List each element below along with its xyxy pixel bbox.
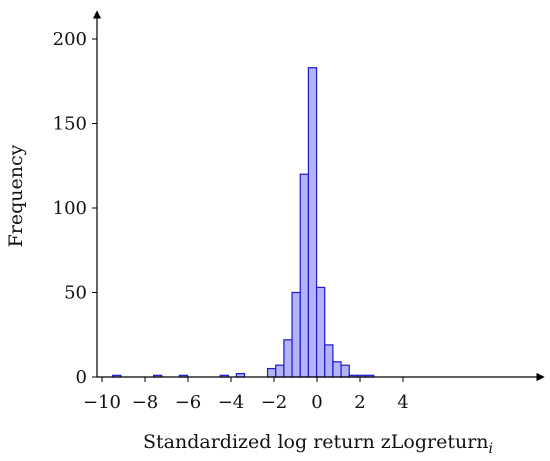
ticks-layer: −10 −8 −6 −4 −2 0 2 4 0 50 100 150 200 bbox=[53, 29, 409, 413]
x-axis-label-main: Standardized log return zLogreturn bbox=[143, 431, 489, 453]
histogram-bar bbox=[266, 367, 277, 378]
histogram-bar bbox=[275, 364, 285, 378]
y-tick-label: 100 bbox=[53, 198, 87, 219]
y-tick-label: 200 bbox=[53, 29, 87, 50]
x-tick-label: −4 bbox=[218, 392, 245, 413]
histogram-bar bbox=[340, 364, 350, 378]
axes-layer bbox=[92, 10, 545, 382]
x-tick-label: −2 bbox=[261, 392, 288, 413]
x-axis-label-subscript: i bbox=[489, 441, 493, 457]
y-tick-label: 50 bbox=[64, 283, 87, 304]
histogram-bar bbox=[307, 67, 318, 378]
x-tick-label: −8 bbox=[132, 392, 159, 413]
histogram-bar bbox=[299, 173, 310, 378]
y-tick-label: 0 bbox=[76, 367, 87, 388]
histogram-bar bbox=[324, 344, 334, 378]
y-axis-label: Frequency bbox=[5, 144, 27, 247]
histogram-bar bbox=[332, 361, 342, 378]
x-tick-label: 4 bbox=[397, 392, 408, 413]
histogram-bar bbox=[291, 291, 301, 378]
y-tick-label: 150 bbox=[53, 114, 87, 135]
x-tick-label: −6 bbox=[175, 392, 202, 413]
histogram-bar bbox=[315, 286, 326, 378]
x-tick-label: 0 bbox=[311, 392, 322, 413]
histogram-bar bbox=[283, 339, 293, 378]
x-axis-label: Standardized log return zLogreturni bbox=[143, 431, 493, 457]
x-tick-label: −10 bbox=[83, 392, 121, 413]
x-tick-label: 2 bbox=[354, 392, 365, 413]
bars-layer bbox=[112, 67, 375, 378]
